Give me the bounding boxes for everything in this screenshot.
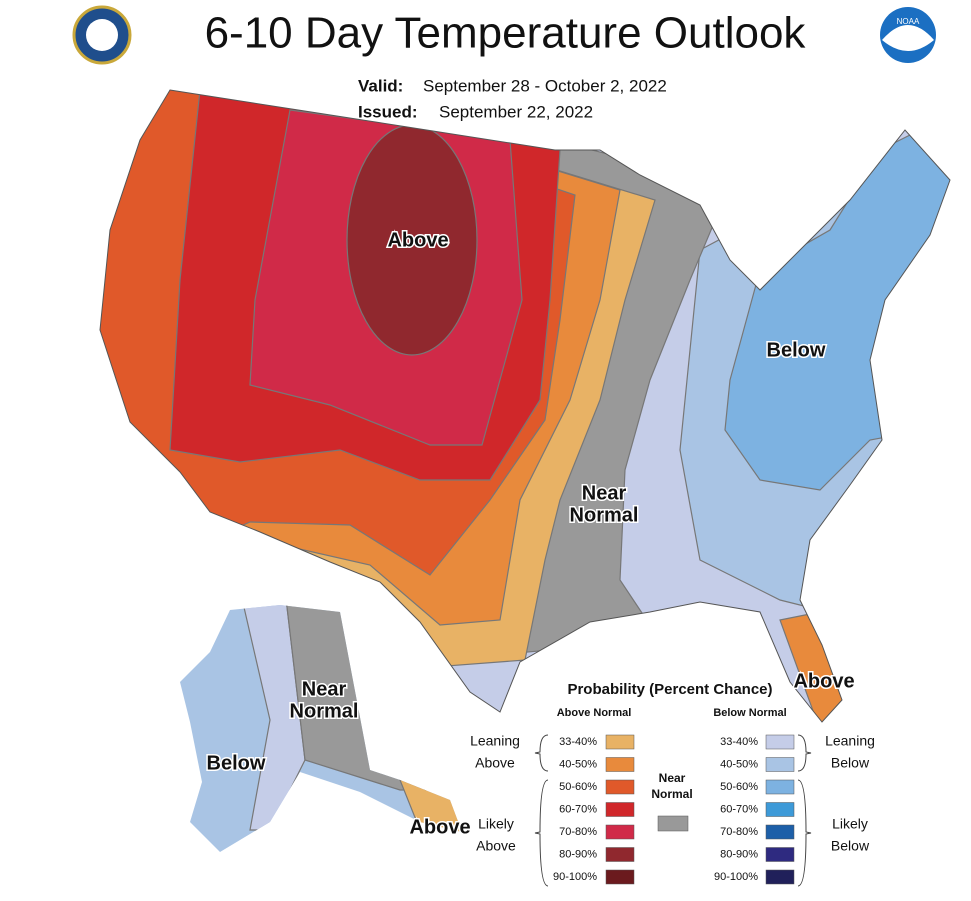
legend-range: 90-100% (714, 871, 758, 883)
label: Likely (832, 816, 868, 832)
label: Below (831, 755, 870, 771)
legend-swatch (657, 815, 689, 832)
legend-swatch (765, 757, 795, 772)
legend-range: 80-90% (559, 848, 597, 860)
legend-range: 40-50% (720, 758, 758, 770)
label: Near (302, 678, 347, 700)
valid: September 28 - October 2, 2022 (423, 76, 667, 95)
label: Above (476, 838, 516, 854)
bracket (534, 779, 549, 887)
legend-swatch (605, 757, 635, 772)
label: Above (409, 816, 470, 838)
label: Above (793, 670, 854, 692)
issued: September 22, 2022 (439, 102, 593, 121)
legend-header: Below Normal (713, 707, 786, 719)
label: Below (831, 838, 870, 854)
legend-range: 50-60% (720, 781, 758, 793)
legend-range: 80-90% (720, 848, 758, 860)
label: Likely (478, 816, 514, 832)
title: 6-10 Day Temperature Outlook (205, 9, 807, 58)
legend-range: 33-40% (720, 736, 758, 748)
bracket (797, 779, 812, 887)
legend-range: 90-100% (553, 871, 597, 883)
label: Below (207, 752, 266, 774)
legend-swatch (765, 734, 795, 750)
legend-near: Normal (651, 787, 692, 801)
legend-swatch (765, 802, 795, 817)
legend-swatch (605, 869, 635, 885)
legend-swatch (765, 869, 795, 885)
legend-range: 60-70% (720, 803, 758, 815)
legend-swatch (605, 734, 635, 750)
legend-range: 60-70% (559, 803, 597, 815)
legend-title: Probability (Percent Chance) (567, 681, 772, 698)
zone (724, 99, 950, 491)
legend-swatch (765, 779, 795, 795)
legend-range: 50-60% (559, 781, 597, 793)
legend-range: 33-40% (559, 736, 597, 748)
legend-swatch (605, 824, 635, 840)
brackets (534, 734, 812, 887)
legend-header: Above Normal (557, 707, 632, 719)
valid-label: Valid: (358, 76, 403, 95)
label: Below (767, 339, 826, 361)
bracket (534, 734, 549, 772)
label: Above (387, 229, 448, 251)
legend-near: Near (659, 771, 686, 785)
noaa-text: NOAA (897, 17, 920, 26)
legend-swatch (605, 779, 635, 795)
label: Normal (290, 700, 359, 722)
label: Above (475, 755, 515, 771)
legend-swatch (765, 847, 795, 862)
legend-swatch (605, 847, 635, 862)
issued-label: Issued: (358, 102, 418, 121)
bracket (797, 734, 812, 772)
doc-seal-center (86, 19, 118, 51)
legend-swatch (765, 824, 795, 840)
label: Normal (570, 504, 639, 526)
label: Leaning (470, 733, 520, 749)
legend-range: 40-50% (559, 758, 597, 770)
noaa-wave (882, 25, 934, 51)
border (99, 89, 951, 723)
label: Near (582, 482, 627, 504)
label: Leaning (825, 733, 875, 749)
legend-swatch (605, 802, 635, 817)
legend-range: 70-80% (559, 826, 597, 838)
legend-range: 70-80% (720, 826, 758, 838)
